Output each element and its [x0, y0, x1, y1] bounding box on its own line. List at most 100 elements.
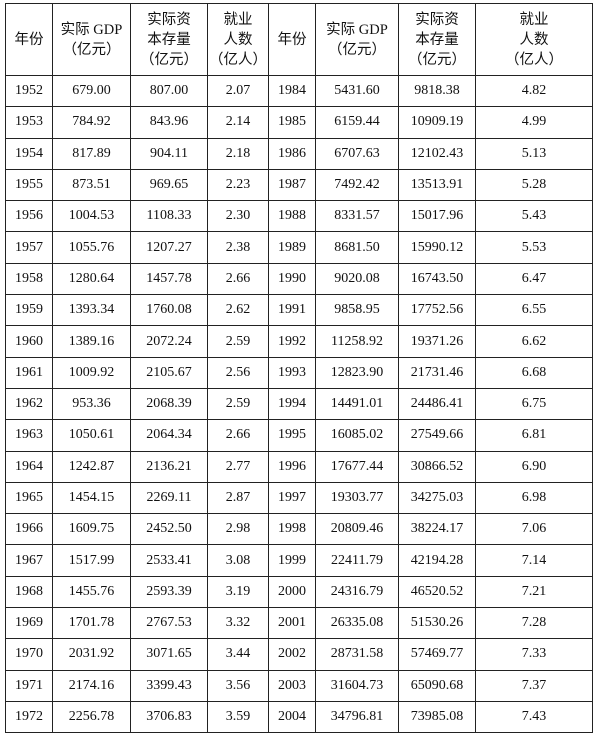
header-line: 人数 [519, 31, 549, 48]
table-cell: 6.55 [475, 294, 593, 327]
table-cell: 1971 [5, 669, 53, 702]
table-cell: 12823.90 [315, 356, 399, 389]
table-cell: 57469.77 [398, 638, 476, 671]
header-line: 本存量 [415, 31, 459, 48]
table-row: 1967 1517.99 2533.41 3.08 1999 22411.79 42194.… [5, 544, 593, 577]
table-cell: 1958 [5, 262, 53, 296]
table-cell: 4.99 [475, 106, 593, 139]
table-row: 1958 1280.64 1457.78 2.66 1990 9020.08 16743.5… [5, 262, 593, 296]
table-cell: 1960 [5, 325, 53, 358]
table-row: 1963 1050.61 2064.34 2.66 1995 16085.02 27549.… [5, 419, 593, 452]
table-cell: 2593.39 [130, 575, 208, 609]
header-line: （亿元） [408, 51, 466, 68]
table-cell: 2.56 [207, 356, 269, 389]
table-cell: 1990 [268, 262, 316, 296]
table-cell: 7.14 [475, 544, 593, 577]
table-row: 1971 2174.16 3399.43 3.56 2003 31604.73 65090.… [5, 669, 593, 702]
table-cell: 1993 [268, 356, 316, 389]
table-cell: 6707.63 [315, 137, 399, 170]
table-cell: 9858.95 [315, 294, 399, 327]
table-row: 1955 873.51 969.65 2.23 1987 7492.42 13513.91 5… [5, 168, 593, 202]
table-cell: 6.81 [475, 419, 593, 452]
table-cell: 1956 [5, 200, 53, 233]
table-cell: 6.98 [475, 481, 593, 515]
table-cell: 1701.78 [52, 607, 131, 640]
table-cell: 30866.52 [398, 450, 476, 483]
table-cell: 2001 [268, 607, 316, 640]
table-cell: 1393.34 [52, 294, 131, 327]
table-cell: 16743.50 [398, 262, 476, 296]
table-cell: 817.89 [52, 137, 131, 170]
table-cell: 34275.03 [398, 481, 476, 515]
table-cell: 1972 [5, 700, 53, 734]
table-cell: 4.82 [475, 74, 593, 108]
table-cell: 3706.83 [130, 700, 208, 734]
table-cell: 904.11 [130, 137, 208, 170]
table-cell: 19371.26 [398, 325, 476, 358]
table-cell: 1996 [268, 450, 316, 483]
table-cell: 1970 [5, 638, 53, 671]
table-cell: 1994 [268, 387, 316, 421]
table-cell: 969.65 [130, 168, 208, 202]
table-cell: 1986 [268, 137, 316, 170]
table-cell: 34796.81 [315, 700, 399, 734]
table-row: 1965 1454.15 2269.11 2.87 1997 19303.77 34275.… [5, 481, 593, 515]
table-cell: 2256.78 [52, 700, 131, 734]
header-line: （亿元） [62, 41, 121, 58]
table-cell: 1969 [5, 607, 53, 640]
table-cell: 5.43 [475, 200, 593, 233]
header-line: 人数 [223, 31, 253, 48]
table-row: 1952 679.00 807.00 2.07 1984 5431.60 9818.38 4.… [5, 74, 593, 108]
table-cell: 784.92 [52, 106, 131, 139]
table-cell: 1997 [268, 481, 316, 515]
table-cell: 24316.79 [315, 575, 399, 609]
table-cell: 27549.66 [398, 419, 476, 452]
table-cell: 3399.43 [130, 669, 208, 702]
table-cell: 1985 [268, 106, 316, 139]
table-cell: 6.47 [475, 262, 593, 296]
table-cell: 38224.17 [398, 513, 476, 546]
table-cell: 843.96 [130, 106, 208, 139]
table-cell: 31604.73 [315, 669, 399, 702]
table-cell: 5.13 [475, 137, 593, 170]
table-row: 1959 1393.34 1760.08 2.62 1991 9858.95 17752.5… [5, 294, 593, 327]
table-row: 1962 953.36 2068.39 2.59 1994 14491.01 24486.4… [5, 387, 593, 421]
table-row: 1956 1004.53 1108.33 2.30 1988 8331.57 15017.9… [5, 200, 593, 233]
table-cell: 873.51 [52, 168, 131, 202]
table-cell: 2002 [268, 638, 316, 671]
table-cell: 1454.15 [52, 481, 131, 515]
table-cell: 46520.52 [398, 575, 476, 609]
table-cell: 1959 [5, 294, 53, 327]
table-cell: 17677.44 [315, 450, 399, 483]
table-cell: 7.28 [475, 607, 593, 640]
table-cell: 1517.99 [52, 544, 131, 577]
table-cell: 13513.91 [398, 168, 476, 202]
table-cell: 17752.56 [398, 294, 476, 327]
table-cell: 1961 [5, 356, 53, 389]
table-cell: 7.37 [475, 669, 593, 702]
table-cell: 28731.58 [315, 638, 399, 671]
table-cell: 2105.67 [130, 356, 208, 389]
table-row: 1969 1701.78 2767.53 3.32 2001 26335.08 51530.… [5, 607, 593, 640]
table-cell: 679.00 [52, 74, 131, 108]
header-cell: 就业 人数 （亿人） [207, 3, 269, 76]
table-cell: 1207.27 [130, 231, 208, 264]
table-cell: 1108.33 [130, 200, 208, 233]
table-cell: 2.38 [207, 231, 269, 264]
table-cell: 1984 [268, 74, 316, 108]
table-cell: 3.19 [207, 575, 269, 609]
table-cell: 1989 [268, 231, 316, 264]
table-cell: 2003 [268, 669, 316, 702]
table-cell: 2.23 [207, 168, 269, 202]
header-cell: 就业 人数 （亿人） [475, 3, 593, 76]
header-line: 年份 [277, 31, 307, 48]
table-cell: 15990.12 [398, 231, 476, 264]
header-line: （亿元） [328, 41, 386, 58]
table-cell: 20809.46 [315, 513, 399, 546]
table-cell: 1965 [5, 481, 53, 515]
table-cell: 2004 [268, 700, 316, 734]
table-row: 1970 2031.92 3071.65 3.44 2002 28731.58 57469.… [5, 638, 593, 671]
table-cell: 3071.65 [130, 638, 208, 671]
table-cell: 6.68 [475, 356, 593, 389]
